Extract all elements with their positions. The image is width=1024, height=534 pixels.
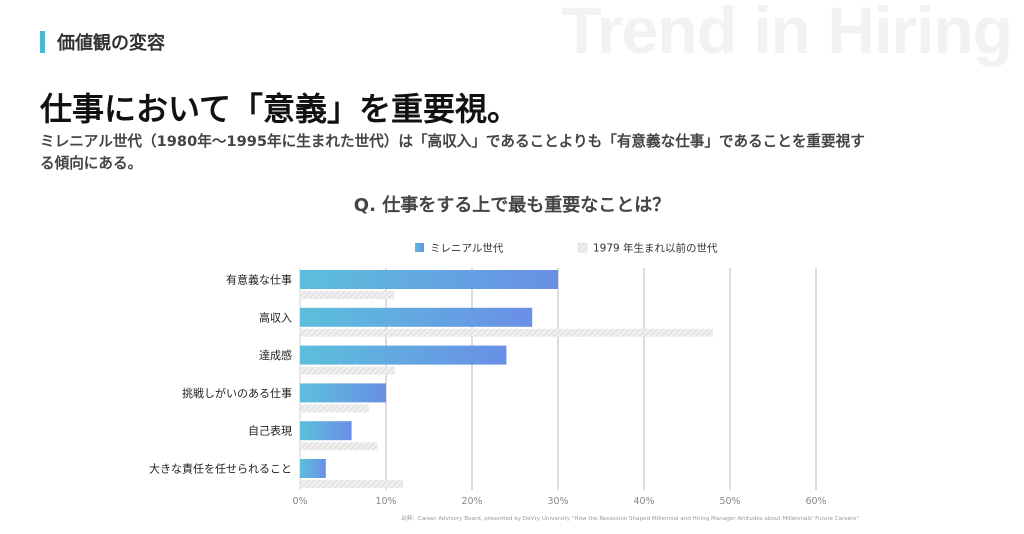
bar-older: [300, 366, 395, 375]
bar-millennial: [300, 345, 507, 365]
chart-legend: ミレニアル世代 1979 年生まれ以前の世代: [415, 242, 718, 255]
section-accent-bar: [40, 31, 45, 53]
source-note: 出典：Career Advisory Board, presented by D…: [401, 516, 859, 522]
x-tick-label: 10%: [375, 496, 396, 507]
section-label: 価値観の変容: [57, 33, 165, 54]
bar-older: [300, 404, 369, 413]
bar-millennial: [300, 270, 558, 289]
category-label: 高収入: [259, 310, 292, 324]
bar-millennial: [300, 421, 352, 441]
legend-swatch-millennial: [415, 243, 424, 252]
bar-older: [300, 442, 378, 451]
lead-text: ミレニアル世代（1980年〜1995年に生まれた世代）は「高収入」であることより…: [40, 133, 865, 172]
x-tick-label: 20%: [461, 496, 482, 507]
watermark-text: Trend in Hiring: [561, 0, 1013, 67]
bar-older: [300, 291, 395, 299]
legend-label-millennial: ミレニアル世代: [430, 243, 504, 255]
chart-question-title: Q. 仕事をする上で最も重要なことは？: [353, 195, 671, 216]
x-tick-label: 40%: [633, 496, 654, 507]
bar-millennial: [300, 459, 326, 478]
bar-older: [300, 328, 713, 337]
legend-swatch-older: [577, 242, 588, 253]
category-label: 達成感: [259, 349, 292, 362]
x-tick-label: 0%: [292, 496, 307, 507]
bar-chart: ミレニアル世代 1979 年生まれ以前の世代 0% 10% 20% 30% 40% 50% 60…: [149, 242, 827, 508]
bar-millennial: [300, 383, 386, 403]
section-header: 価値観の変容: [40, 31, 165, 54]
headline: 仕事において「意義」を重要視。: [40, 90, 520, 128]
category-label: 挑戦しがいのある仕事: [182, 386, 292, 400]
bar-older: [300, 480, 404, 488]
x-tick-label: 50%: [719, 496, 740, 507]
category-label: 大きな責任を任せられること: [149, 462, 292, 476]
x-tick-label: 60%: [805, 496, 826, 507]
category-label: 有意義な仕事: [226, 273, 292, 287]
x-tick-label: 30%: [547, 496, 568, 507]
category-label: 自己表現: [248, 424, 292, 438]
bar-millennial: [300, 307, 533, 327]
legend-label-older: 1979 年生まれ以前の世代: [593, 242, 718, 255]
